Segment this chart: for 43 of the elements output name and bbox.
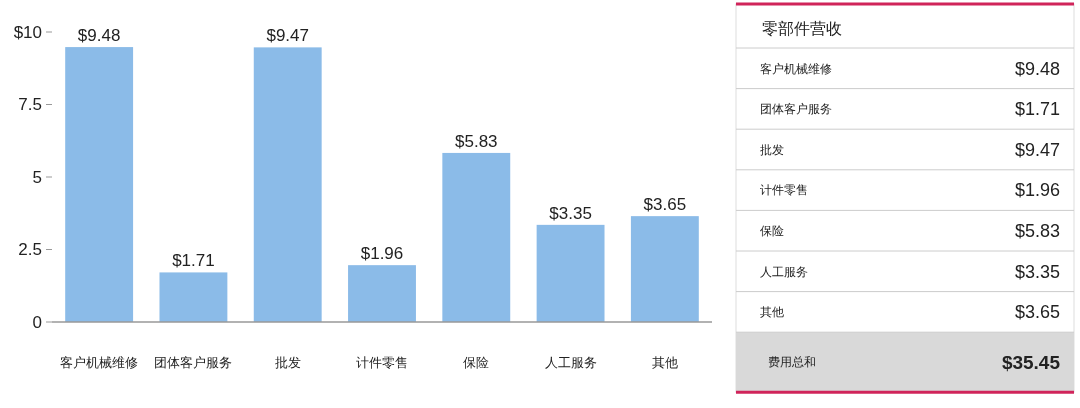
category-label: 批发	[760, 142, 784, 157]
text: $3.35	[1014, 261, 1060, 282]
bar	[442, 152, 511, 322]
bar	[253, 47, 322, 322]
x-tick-label: 批发	[274, 355, 301, 370]
x-tick-label: 计件零售	[356, 355, 408, 370]
category-label: 客户机械维修	[760, 61, 832, 76]
x-tick-label: 团体客户服务	[154, 355, 233, 370]
data-label: $1.96	[360, 244, 404, 264]
text: $35.45	[1001, 351, 1060, 373]
data-label: $9.48	[77, 26, 121, 46]
bar	[65, 47, 134, 322]
category-label: 人工服务	[760, 264, 808, 279]
y-tick-label: 5	[32, 167, 42, 187]
x-tick-label: 其他	[651, 355, 678, 370]
x-tick-label: 保险	[463, 355, 490, 370]
category-label: 计件零售	[760, 183, 808, 198]
text: $9.48	[1014, 58, 1060, 79]
text: $1.96	[1014, 180, 1060, 201]
text: $5.83	[1014, 221, 1060, 241]
data-label: $9.47	[266, 26, 309, 46]
y-tick-label: 0	[32, 312, 42, 332]
y-tick-label: $10	[13, 22, 42, 42]
y-tick-label: 2.5	[18, 240, 42, 260]
bar	[159, 272, 228, 322]
data-label: $5.83	[455, 131, 498, 151]
category-label: 保险	[760, 223, 784, 238]
text: $3.65	[1014, 302, 1060, 323]
data-label: $3.35	[549, 203, 592, 223]
data-label: $1.71	[172, 251, 215, 271]
text: $9.47	[1014, 139, 1060, 160]
category-label: 费用总和	[768, 355, 816, 370]
text: 零部件营收	[762, 19, 842, 37]
category-label: 其他	[760, 305, 784, 320]
text: $1.71	[1014, 99, 1060, 120]
data-label: $3.65	[643, 195, 687, 215]
y-tick-label: 7.5	[18, 95, 42, 115]
bar	[630, 216, 699, 322]
x-tick-label: 客户机械维修	[60, 355, 139, 370]
bar	[536, 224, 605, 322]
bar	[348, 265, 416, 322]
x-tick-label: 人工服务	[544, 355, 597, 370]
category-label: 团体客户服务	[760, 102, 832, 117]
